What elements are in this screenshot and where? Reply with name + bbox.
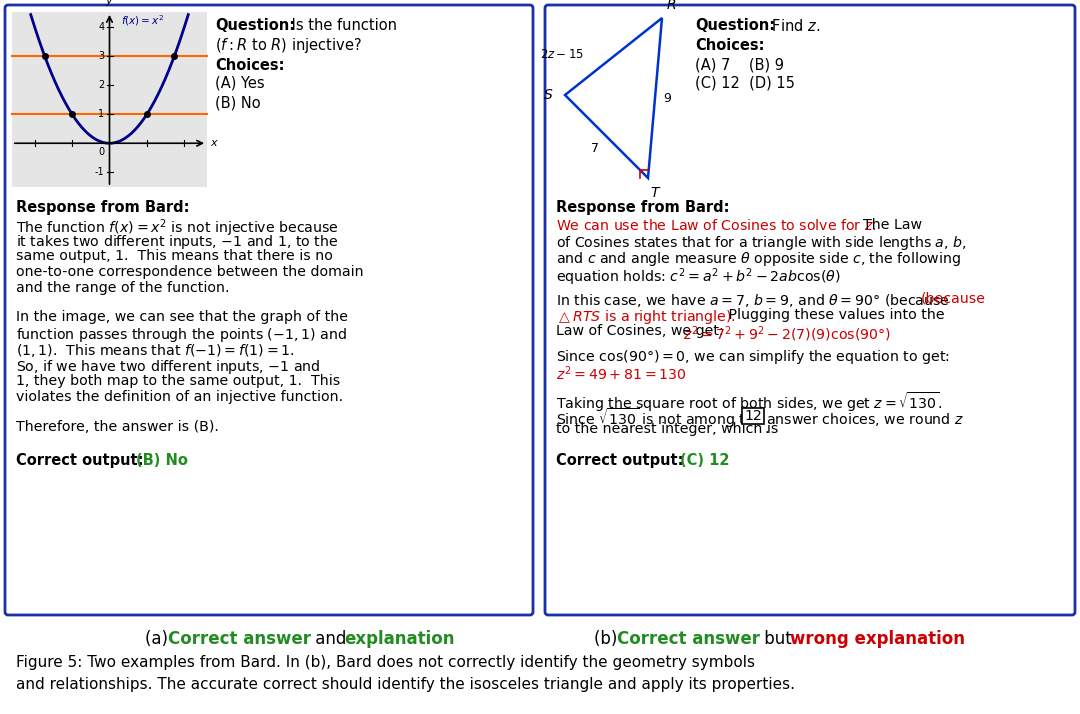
Text: 9: 9 [663, 91, 671, 104]
Text: .: . [765, 422, 769, 436]
Text: Is the function: Is the function [287, 18, 397, 33]
Text: $x$: $x$ [210, 139, 219, 149]
Text: Figure 5: Two examples from Bard. In (b), Bard does not correctly identify the g: Figure 5: Two examples from Bard. In (b)… [16, 655, 755, 670]
Text: Choices:: Choices: [696, 38, 765, 53]
Text: function passes through the points $(-1, 1)$ and: function passes through the points $(-1,… [16, 326, 347, 344]
Text: Correct output:: Correct output: [556, 453, 689, 468]
Text: 0: 0 [98, 147, 105, 157]
Text: In this case, we have $a = 7$, $b = 9$, and $\theta = 90°$ (because: In this case, we have $a = 7$, $b = 9$, … [556, 292, 950, 309]
Text: violates the definition of an injective function.: violates the definition of an injective … [16, 390, 343, 404]
Text: Law of Cosines, we get:: Law of Cosines, we get: [556, 324, 728, 338]
Text: $R$: $R$ [666, 0, 676, 12]
Text: equation holds: $c^2 = a^2 + b^2 - 2ab\cos(\theta)$: equation holds: $c^2 = a^2 + b^2 - 2ab\c… [556, 266, 840, 288]
Text: wrong explanation: wrong explanation [789, 630, 966, 648]
Text: of Cosines states that for a triangle with side lengths $a$, $b$,: of Cosines states that for a triangle wi… [556, 234, 967, 252]
Text: $z^2 = 7^2 + 9^2 - 2(7)(9)\cos(90°)$: $z^2 = 7^2 + 9^2 - 2(7)(9)\cos(90°)$ [683, 324, 891, 343]
Text: In the image, we can see that the graph of the: In the image, we can see that the graph … [16, 310, 348, 324]
Text: We can use the Law of Cosines to solve for $z$.: We can use the Law of Cosines to solve f… [556, 218, 877, 233]
Text: 7: 7 [591, 141, 598, 154]
Text: and the range of the function.: and the range of the function. [16, 281, 229, 295]
Text: 3: 3 [98, 51, 105, 61]
Text: to the nearest integer, which is: to the nearest integer, which is [556, 422, 779, 436]
Text: (a): (a) [145, 630, 173, 648]
Text: Correct output:: Correct output: [16, 453, 149, 468]
Text: Since $\sqrt{130}$ is not among the answer choices, we round $z$: Since $\sqrt{130}$ is not among the answ… [556, 406, 964, 430]
Text: and $c$ and angle measure $\theta$ opposite side $c$, the following: and $c$ and angle measure $\theta$ oppos… [556, 250, 961, 268]
Text: 12: 12 [744, 409, 761, 423]
Text: (because: (because [921, 292, 986, 306]
Text: one-to-one correspondence between the domain: one-to-one correspondence between the do… [16, 265, 364, 279]
Text: (B) No: (B) No [215, 96, 260, 111]
Text: 1, they both map to the same output, 1.  This: 1, they both map to the same output, 1. … [16, 374, 340, 388]
Text: $(1, 1)$.  This means that $f(-1) = f(1) = 1$.: $(1, 1)$. This means that $f(-1) = f(1) … [16, 342, 295, 359]
FancyBboxPatch shape [545, 5, 1075, 615]
Text: $S$: $S$ [542, 88, 553, 102]
Text: Correct answer: Correct answer [617, 630, 760, 648]
Text: (C) 12: (C) 12 [680, 453, 729, 468]
FancyBboxPatch shape [5, 5, 534, 615]
Text: and relationships. The accurate correct should identify the isosceles triangle a: and relationships. The accurate correct … [16, 677, 795, 692]
Text: So, if we have two different inputs, $-1$ and: So, if we have two different inputs, $-1… [16, 358, 321, 376]
Text: (b): (b) [594, 630, 623, 648]
Text: Response from Bard:: Response from Bard: [556, 200, 729, 215]
Text: $z^2 = 49 + 81 = 130$: $z^2 = 49 + 81 = 130$ [556, 364, 687, 383]
Text: but: but [759, 630, 797, 648]
Text: (C) 12  (D) 15: (C) 12 (D) 15 [696, 76, 795, 91]
Text: Response from Bard:: Response from Bard: [16, 200, 189, 215]
Text: 1: 1 [98, 109, 105, 119]
Text: Question:: Question: [696, 18, 775, 33]
Bar [12, 12, 207, 187]
Text: it takes two different inputs, $-1$ and $1$, to the: it takes two different inputs, $-1$ and … [16, 233, 338, 251]
Text: (A) Yes: (A) Yes [215, 76, 265, 91]
Text: -1: -1 [95, 167, 105, 177]
Text: explanation: explanation [345, 630, 455, 648]
Text: Taking the square root of both sides, we get $z = \sqrt{130}$.: Taking the square root of both sides, we… [556, 390, 942, 414]
Text: $2z-15$: $2z-15$ [540, 48, 583, 61]
Text: $y$: $y$ [105, 0, 114, 8]
Text: The function $f(x) = x^2$ is not injective because: The function $f(x) = x^2$ is not injecti… [16, 217, 339, 238]
Text: Plugging these values into the: Plugging these values into the [724, 308, 945, 322]
Text: The Law: The Law [854, 218, 922, 232]
Text: Find $z$.: Find $z$. [767, 18, 820, 34]
Text: $T$: $T$ [650, 186, 661, 200]
Text: (B) No: (B) No [136, 453, 188, 468]
Text: $f(x) = x^2$: $f(x) = x^2$ [121, 14, 164, 28]
Text: same output, 1.  This means that there is no: same output, 1. This means that there is… [16, 249, 333, 263]
Text: Correct answer: Correct answer [168, 630, 311, 648]
Text: $\triangle RTS$ is a right triangle).: $\triangle RTS$ is a right triangle). [556, 308, 735, 326]
Text: Question:: Question: [215, 18, 295, 33]
Text: 4: 4 [98, 21, 105, 31]
Bar [742, 408, 764, 424]
Text: Since $\cos(90°) = 0$, we can simplify the equation to get:: Since $\cos(90°) = 0$, we can simplify t… [556, 348, 949, 366]
Text: Choices:: Choices: [215, 58, 284, 73]
Text: Therefore, the answer is (B).: Therefore, the answer is (B). [16, 420, 219, 434]
Text: (A) 7    (B) 9: (A) 7 (B) 9 [696, 57, 784, 72]
Text: 2: 2 [98, 80, 105, 90]
Text: and: and [310, 630, 352, 648]
Text: $(f : R$ to $R)$ injective?: $(f : R$ to $R)$ injective? [215, 36, 362, 55]
